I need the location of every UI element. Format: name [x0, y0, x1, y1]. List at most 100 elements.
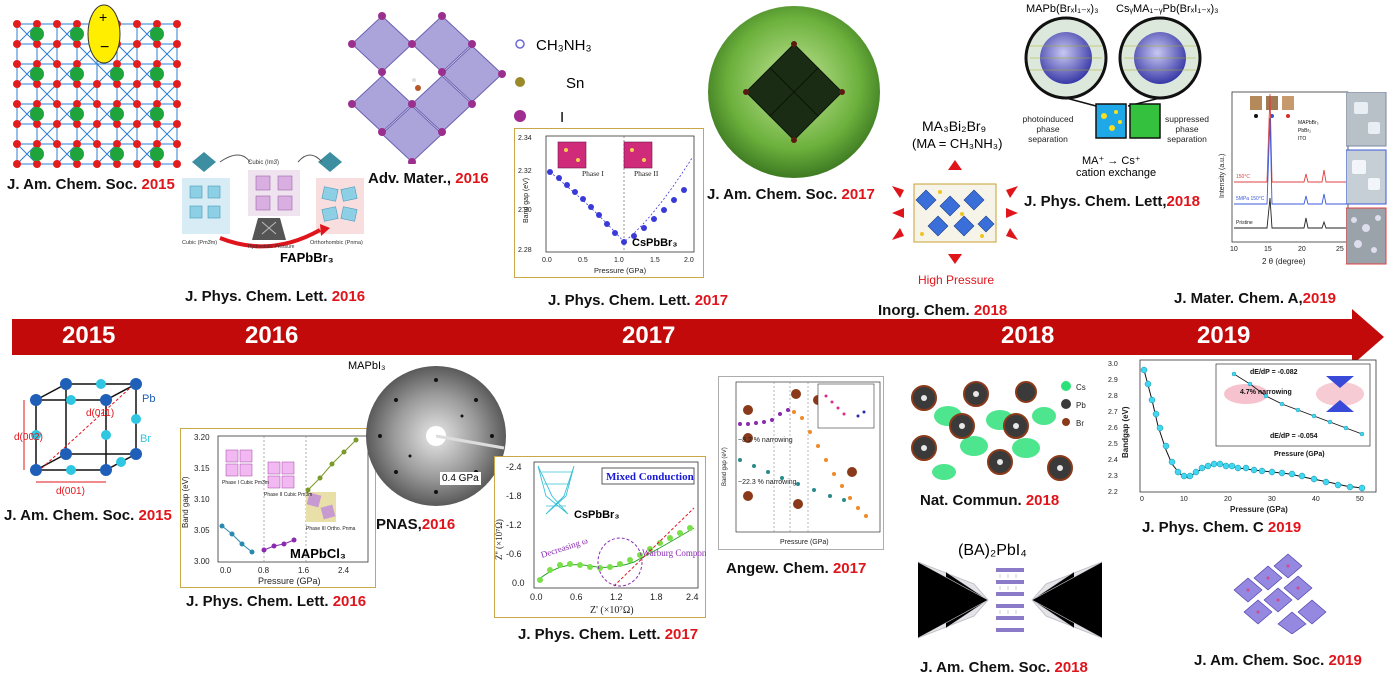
year-2015: 2015 [62, 322, 116, 349]
ytick: 2.7 [1108, 409, 1118, 416]
phase-cubic-im3: Cubic (Im3̄) [248, 160, 279, 166]
narrowing-note-2: ~22.3 % narrowing [738, 479, 797, 486]
xlabel: Pressure (GPa) [594, 266, 647, 275]
cspbbr3-bandgap-chart: Phase I Phase II CsPbBr₃ 2.34 2.32 2.30 … [514, 128, 704, 278]
ytick: 2.5 [1108, 441, 1118, 448]
ylabel: Bandgap (eV) [1121, 406, 1130, 458]
xlabel: Z' (×10⁷Ω) [590, 605, 634, 616]
year-2017: 2017 [622, 322, 676, 349]
ytick: -0.6 [506, 549, 522, 559]
warburg-label: Warburg Component [642, 548, 706, 558]
ytick: -1.8 [506, 491, 522, 501]
ytick: 2.9 [1108, 377, 1118, 384]
xtick: 0.0 [530, 592, 543, 602]
d001-label: d(001) [56, 486, 85, 496]
phase-ortho: Orthorhombic (Pnma) [310, 240, 363, 246]
cspbbr3-label: CsPbBr₃ [632, 237, 677, 249]
year-2019: 2019 [1197, 322, 1251, 349]
phase-ii-label: Phase II Cubic Pm3̄m [264, 492, 312, 498]
mapbi3-label: MAPbI₃ [348, 360, 386, 372]
high-pressure-caption: High Pressure [918, 273, 995, 287]
citation-adv-mater-2016: Adv. Mater., 2016 [368, 170, 489, 187]
xtick: 2.4 [686, 592, 699, 602]
high-pressure-crystal-figure [892, 160, 1018, 264]
ytick: 2.30 [518, 207, 532, 214]
cation-exchange-line2: cation exchange [1076, 167, 1157, 179]
legend-i: I [560, 109, 565, 126]
ba2pbi4-label: (BA)₂PbI₄ [958, 542, 1027, 559]
xlabel: 2 θ (degree) [1262, 257, 1306, 266]
mapbcl3-label: MAPbCl₃ [290, 546, 346, 561]
xtick: 2.0 [684, 257, 694, 264]
ytick: 2.4 [1108, 457, 1118, 464]
xtick: 1.2 [610, 592, 623, 602]
legend-sn: Sn [566, 75, 585, 92]
citation-jacs-2019: J. Am. Chem. Soc. 2019 [1194, 652, 1362, 669]
xtick: 1.5 [650, 257, 660, 264]
xtick: 0.6 [570, 592, 583, 602]
citation-jpcl-2016-top: J. Phys. Chem. Lett. 2016 [185, 288, 366, 305]
xtick: 1.8 [650, 592, 663, 602]
xtick: 0.0 [220, 566, 232, 575]
ytick: 2.3 [1108, 473, 1118, 480]
citation-angew-2017: Angew. Chem. 2017 [726, 560, 867, 577]
cation-exchange-line1: MA⁺ → Cs⁺ [1082, 155, 1141, 167]
legend-br: Br [1076, 419, 1084, 428]
natcommun-structure-figure: Cs Pb Br [911, 381, 1086, 481]
xtick: 25 [1336, 246, 1344, 253]
atom-legend [514, 39, 526, 122]
xtick: 30 [1268, 496, 1276, 503]
citation-jacs-2015-bottom: J. Am. Chem. Soc. 2015 [4, 507, 172, 524]
inset-narrowing: 4.7% narrowing [1240, 389, 1292, 396]
citation-jpcl-2017-top: J. Phys. Chem. Lett. 2017 [548, 292, 729, 309]
ytick: 3.10 [194, 495, 210, 504]
xlabel: Pressure (GPa) [258, 576, 321, 586]
ytick: 2.2 [1108, 489, 1118, 496]
ma-definition: (MA = CH₃NH₃) [912, 136, 1003, 151]
xtick: 20 [1298, 246, 1306, 253]
ylabel: Z'' (×10⁷Ω) [494, 519, 504, 560]
citation-jacs-2015: J. Am. Chem. Soc. 2015 [7, 176, 175, 193]
mapbcl3-bandgap-chart: Phase I Cubic Pm3̄m Phase II Cubic Pm3̄m… [180, 428, 376, 588]
fapbbr3-label: FAPbBr₃ [280, 250, 334, 265]
cspbbr3-label: CsPbBr₃ [574, 509, 619, 521]
suppressed-note: suppressed phase separation [1165, 114, 1209, 144]
xtick: 0.5 [578, 257, 588, 264]
sem-images [1346, 92, 1387, 265]
d011-label: d(011) [86, 408, 114, 419]
xtick: 0.0 [542, 257, 552, 264]
legend-ch3nh3: CH₃NH₃ [536, 37, 592, 54]
ylabel: Band gap (eV) [523, 178, 530, 223]
pressure-label: 0.4 GPa [440, 472, 481, 485]
ytick: 2.34 [518, 135, 532, 142]
photoinduced-note: photoinduced phase separation [1022, 114, 1074, 144]
trace-label: 5MPa 150°C [1236, 196, 1265, 202]
inset-slope-2: dE/dP = -0.054 [1270, 433, 1318, 440]
phase-iii-label: Phase III Ortho. Pnma [306, 526, 356, 532]
citation-jmca-2019: J. Mater. Chem. A,2019 [1174, 290, 1337, 307]
xlabel: Pressure (GPa) [780, 539, 829, 546]
trace-label: 150°C [1236, 174, 1250, 180]
ytick: 0.0 [512, 578, 525, 588]
layered-octahedra-figure [1233, 553, 1327, 634]
trace-label: Pristine [1236, 220, 1253, 226]
year-2016: 2016 [245, 322, 299, 349]
ytick: 3.0 [1108, 361, 1118, 368]
citation-pnas-2016: PNAS,2016 [376, 516, 456, 533]
xtick: 10 [1230, 246, 1238, 253]
fapbbr3-phase-figure: Cubic (Im3̄) Cubic (Pm3̄m) Orthorhombic … [182, 152, 364, 250]
ytick: 2.8 [1108, 393, 1118, 400]
citation-jpcc-2019: J. Phys. Chem. C 2019 [1142, 519, 1302, 536]
year-2018: 2018 [1001, 322, 1055, 349]
citation-jpcl-2017-bottom: J. Phys. Chem. Lett. 2017 [518, 626, 699, 643]
xlabel: Pressure (GPa) [1230, 505, 1288, 514]
br-label: Br [140, 433, 151, 445]
ylabel: Band gap (eV) [722, 447, 728, 486]
phase1-label: Phase I [582, 169, 604, 178]
citation-jacs-2017-top: J. Am. Chem. Soc. 2017 [707, 186, 875, 203]
xrd-legend: MAPbBr₃ [1298, 120, 1319, 126]
citation-jpcl-2018: J. Phys. Chem. Lett,2018 [1024, 193, 1200, 210]
inset-xlabel: Pressure (GPa) [1274, 451, 1325, 458]
ylabel: Band gap (eV) [181, 476, 190, 528]
xtick: 20 [1224, 496, 1232, 503]
